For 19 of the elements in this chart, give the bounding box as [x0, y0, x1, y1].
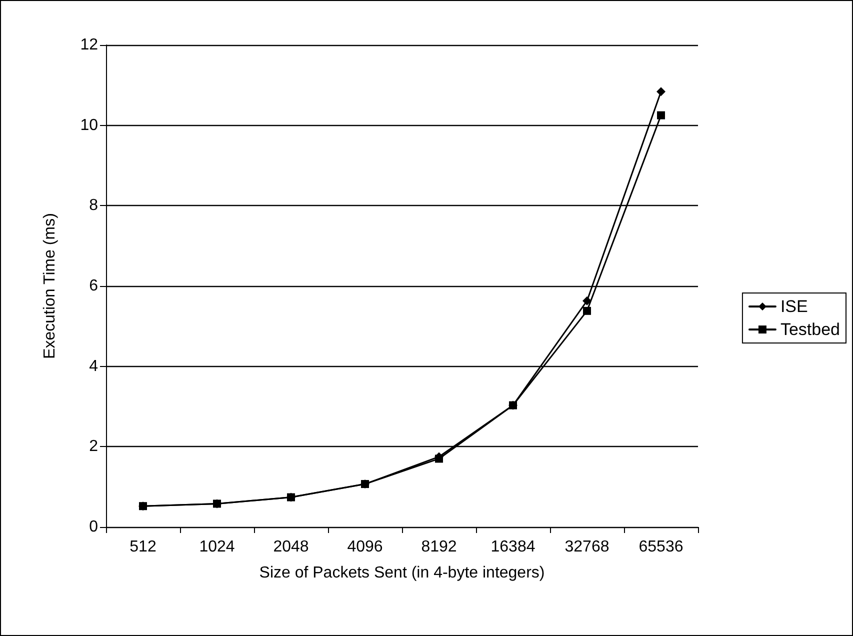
x-tick-label: 4096 — [347, 538, 383, 556]
x-tick-label: 8192 — [421, 538, 457, 556]
x-tick-label: 512 — [130, 538, 156, 556]
x-tick-label: 2048 — [273, 538, 309, 556]
y-tick-label: 0 — [89, 518, 98, 536]
y-tick-label: 10 — [80, 116, 98, 134]
y-tick-label: 8 — [89, 197, 98, 214]
x-tick-label: 32768 — [564, 538, 610, 556]
x-axis-title: Size of Packets Sent (in 4-byte integers) — [259, 564, 545, 582]
x-tick-label: 1024 — [199, 538, 235, 556]
y-tick-label: 12 — [80, 36, 98, 54]
x-tick-label: 16384 — [490, 538, 536, 556]
y-tick-label: 6 — [89, 278, 98, 294]
legend-label: Testbed — [780, 320, 840, 339]
legend-label: ISE — [780, 297, 808, 316]
y-axis-title: Execution Time (ms) — [42, 213, 58, 359]
y-tick-label: 4 — [89, 358, 98, 375]
y-tick-label: 2 — [89, 438, 98, 456]
x-tick-label: 65536 — [638, 538, 684, 556]
